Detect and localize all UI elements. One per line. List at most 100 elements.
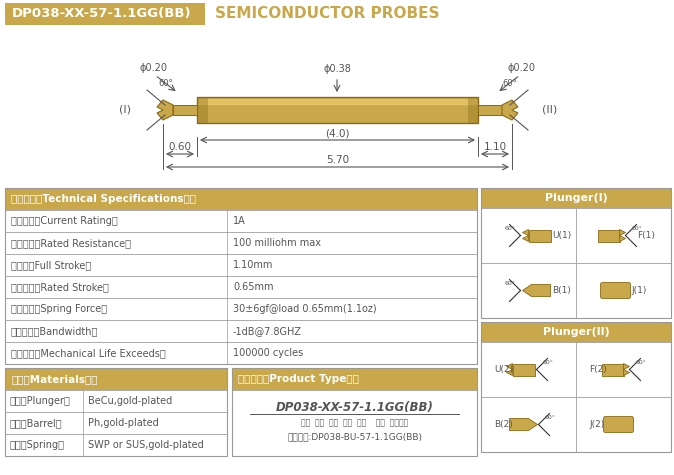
FancyBboxPatch shape (601, 283, 630, 298)
Bar (173, 105, 197, 115)
Bar (5, 434, 227, 456)
Bar (481, 342, 576, 397)
Text: 频率带宽（Bandwidth）: 频率带宽（Bandwidth） (11, 326, 98, 336)
Text: 满行程（Full Stroke）: 满行程（Full Stroke） (11, 260, 91, 270)
Text: 60°: 60° (158, 79, 173, 88)
Bar (576, 397, 671, 452)
FancyBboxPatch shape (603, 417, 634, 433)
Text: (4.0): (4.0) (326, 128, 350, 138)
Bar (576, 263, 671, 318)
Polygon shape (510, 418, 537, 430)
Text: 100 milliohm max: 100 milliohm max (233, 238, 321, 248)
Bar (468, 97, 478, 123)
Bar (576, 208, 671, 263)
Text: 针管（Barrel）: 针管（Barrel） (10, 418, 63, 428)
Polygon shape (502, 100, 518, 120)
Bar (481, 322, 671, 452)
Text: 技术要求（Technical Specifications）：: 技术要求（Technical Specifications）： (11, 194, 196, 204)
Text: SEMICONDUCTOR PROBES: SEMICONDUCTOR PROBES (215, 7, 439, 21)
Bar (5, 298, 477, 320)
Bar (481, 188, 671, 208)
Bar (5, 188, 477, 364)
Text: 60°: 60° (545, 415, 555, 420)
Text: 60°: 60° (505, 226, 516, 231)
Bar (197, 97, 207, 123)
Text: 弹簧（Spring）: 弹簧（Spring） (10, 440, 65, 450)
Text: (II): (II) (543, 105, 557, 115)
Text: 60°: 60° (502, 79, 517, 88)
Polygon shape (522, 229, 528, 241)
Text: BeCu,gold-plated: BeCu,gold-plated (88, 396, 173, 406)
Text: 100000 cycles: 100000 cycles (233, 348, 303, 358)
Text: SWP or SUS,gold-plated: SWP or SUS,gold-plated (88, 440, 204, 450)
Bar (481, 322, 671, 342)
Text: 60°: 60° (636, 360, 646, 365)
Text: J(1): J(1) (632, 286, 647, 295)
Text: 额定电阻（Rated Resistance）: 额定电阻（Rated Resistance） (11, 238, 131, 248)
Bar (5, 232, 477, 254)
Text: B(2): B(2) (495, 420, 513, 429)
Text: 30±6gf@load 0.65mm(1.1oz): 30±6gf@load 0.65mm(1.1oz) (233, 304, 377, 314)
Bar (5, 390, 227, 412)
Bar (5, 210, 477, 232)
Text: J(2): J(2) (590, 420, 605, 429)
Text: F(1): F(1) (638, 231, 655, 240)
Text: B(1): B(1) (553, 286, 572, 295)
Text: 额定弹力（Spring Force）: 额定弹力（Spring Force） (11, 304, 107, 314)
Bar (5, 3, 205, 25)
Bar (601, 363, 623, 376)
Text: 60°: 60° (543, 360, 553, 365)
Bar (5, 342, 477, 364)
Bar (512, 363, 534, 376)
Polygon shape (506, 363, 512, 376)
Text: ϕ0.20: ϕ0.20 (139, 63, 167, 73)
Text: 系列  规格  头型  总长  弹力    镀金  针头根数: 系列 规格 头型 总长 弹力 镀金 针头根数 (301, 418, 408, 428)
Bar (5, 368, 227, 390)
Text: 0.60: 0.60 (168, 142, 191, 152)
Bar (481, 208, 576, 263)
Text: -1dB@7.8GHZ: -1dB@7.8GHZ (233, 326, 302, 336)
Bar (597, 229, 619, 241)
Text: 测试寿命（Mechanical Life Exceeds）: 测试寿命（Mechanical Life Exceeds） (11, 348, 166, 358)
Bar (5, 188, 477, 210)
Bar (5, 412, 227, 434)
Text: 订购举例:DP038-BU-57-1.1GG(BB): 订购举例:DP038-BU-57-1.1GG(BB) (287, 433, 422, 441)
Text: 1.10mm: 1.10mm (233, 260, 274, 270)
Text: 1A: 1A (233, 216, 246, 226)
Bar (5, 320, 477, 342)
Text: 额定电流（Current Rating）: 额定电流（Current Rating） (11, 216, 118, 226)
Text: 1.10: 1.10 (483, 142, 507, 152)
Polygon shape (522, 285, 551, 296)
Text: F(2): F(2) (590, 365, 607, 374)
Bar (5, 276, 477, 298)
Text: Plunger(I): Plunger(I) (545, 193, 607, 203)
Text: Ph,gold-plated: Ph,gold-plated (88, 418, 159, 428)
Text: U(1): U(1) (553, 231, 572, 240)
Bar (481, 263, 576, 318)
Text: 额定行程（Rated Stroke）: 额定行程（Rated Stroke） (11, 282, 109, 292)
Text: 针头（Plunger）: 针头（Plunger） (10, 396, 71, 406)
Bar (5, 368, 227, 456)
Text: ϕ0.38: ϕ0.38 (323, 64, 351, 74)
Text: Plunger(II): Plunger(II) (543, 327, 609, 337)
Bar (528, 229, 551, 241)
Bar (478, 105, 502, 115)
Text: 60°: 60° (505, 281, 516, 286)
Text: DP038-XX-57-1.1GG(BB): DP038-XX-57-1.1GG(BB) (12, 8, 191, 20)
Bar (197, 97, 478, 123)
Bar (481, 397, 576, 452)
Bar (232, 368, 477, 456)
Text: 60°: 60° (632, 226, 642, 231)
Bar (232, 368, 477, 390)
Polygon shape (157, 100, 173, 120)
Polygon shape (623, 363, 630, 376)
Text: (I): (I) (119, 105, 131, 115)
Text: 成品型号（Product Type）：: 成品型号（Product Type）： (238, 374, 359, 384)
Text: 5.70: 5.70 (326, 155, 349, 165)
Bar (197, 97, 478, 123)
Text: ϕ0.20: ϕ0.20 (508, 63, 536, 73)
Text: 0.65mm: 0.65mm (233, 282, 274, 292)
Text: 材质（Materials）：: 材质（Materials）： (11, 374, 98, 384)
Bar (481, 188, 671, 318)
Bar (576, 342, 671, 397)
